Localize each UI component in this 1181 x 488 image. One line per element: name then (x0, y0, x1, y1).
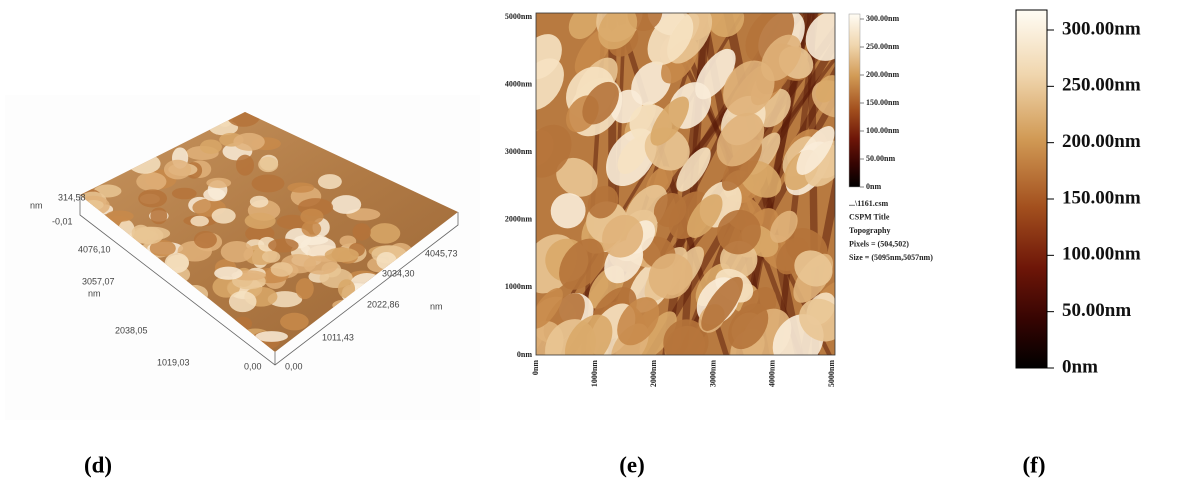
feature (287, 183, 314, 193)
feature (221, 241, 253, 262)
x-tick-label: 5000nm (827, 360, 836, 387)
colorbar-label: 50.00nm (866, 154, 895, 163)
colorbar-label: 200.00nm (866, 70, 899, 79)
axis-label: 0,00 (244, 361, 262, 371)
colorbar-label: 250.00nm (1062, 75, 1141, 96)
feature (353, 223, 371, 240)
feature (190, 216, 209, 227)
feature (370, 223, 401, 244)
feature (150, 207, 167, 224)
colorbar-label: 100.00nm (1062, 244, 1141, 265)
feature (252, 174, 285, 192)
feature (206, 178, 231, 188)
feature (233, 133, 264, 151)
info-text: ...\1161.csm (849, 199, 888, 208)
y-tick-label: 4000nm (505, 79, 532, 88)
colorbar (849, 14, 860, 187)
colorbar-label: 50.00nm (1062, 300, 1131, 321)
axis-label: 3034,30 (382, 268, 415, 278)
x-tick-label: 1000nm (590, 360, 599, 387)
feature (136, 172, 166, 191)
feature (212, 208, 236, 223)
feature (200, 140, 222, 154)
feature (300, 209, 323, 225)
colorbar-label: 0nm (1062, 356, 1098, 377)
feature (236, 155, 254, 176)
y-tick-label: 1000nm (505, 282, 532, 291)
feature (194, 231, 217, 248)
z-axis-label: 314,58 (58, 192, 86, 202)
y-tick-label: 3000nm (505, 147, 532, 156)
x-tick-label: 0nm (531, 360, 540, 375)
colorbar-label: 300.00nm (866, 14, 899, 23)
feature (258, 157, 278, 172)
feature (318, 174, 342, 189)
feature (280, 313, 309, 331)
colorbar-label: 150.00nm (866, 98, 899, 107)
feature (138, 189, 167, 207)
feature (164, 160, 191, 180)
z-axis-label: -0,01 (52, 216, 73, 226)
feature (296, 278, 314, 299)
axis-label: nm (430, 301, 443, 311)
panel-d: 314,58 nm -0,01 4076,10 3057,07 nm 2038,05 1019… (5, 95, 480, 420)
axis-label: 2038,05 (115, 325, 148, 335)
feature (214, 267, 242, 280)
feature (229, 291, 257, 312)
axis-label: 4076,10 (78, 244, 111, 254)
axis-label: 1011,43 (322, 332, 354, 342)
feature (325, 248, 359, 262)
axis-label: 0,00 (285, 361, 303, 371)
feature (250, 196, 269, 208)
colorbar-label: 250.00nm (866, 42, 899, 51)
colorbar-label: 150.00nm (1062, 187, 1141, 208)
info-text: Topography (849, 226, 891, 235)
figure: 314,58 nm -0,01 4076,10 3057,07 nm 2038,05 1019… (0, 0, 1181, 488)
feature (271, 262, 293, 277)
y-tick-label: 0nm (517, 350, 532, 359)
axis-label: nm (88, 288, 101, 298)
y-tick-label: 2000nm (505, 215, 532, 224)
colorbar-label: 300.00nm (1062, 18, 1141, 39)
info-text: Pixels = (504,502) (849, 239, 909, 248)
x-tick-label: 3000nm (708, 360, 717, 387)
feature (245, 213, 276, 229)
axis-label: 2022,86 (367, 299, 400, 309)
feature (262, 251, 280, 263)
caption: (e) (619, 452, 645, 477)
feature (331, 195, 361, 214)
colorbar (1016, 10, 1047, 368)
y-tick-label: 5000nm (505, 12, 532, 21)
axis-label: 1019,03 (157, 357, 190, 367)
colorbar-label: 200.00nm (1062, 131, 1141, 152)
caption: (d) (84, 452, 112, 477)
colorbar-label: 100.00nm (866, 126, 899, 135)
axis-label: 4045,73 (425, 248, 458, 258)
z-axis-label: nm (30, 200, 43, 210)
info-text: Size = (5095nm,5057nm) (849, 253, 933, 262)
caption: (f) (1023, 452, 1046, 477)
feature (172, 188, 197, 200)
info-text: CSPM Title (849, 212, 890, 221)
x-tick-label: 2000nm (649, 360, 658, 387)
axis-label: 3057,07 (82, 276, 115, 286)
x-tick-label: 4000nm (768, 360, 777, 387)
colorbar-label: 0nm (866, 182, 881, 191)
feature (268, 238, 299, 252)
